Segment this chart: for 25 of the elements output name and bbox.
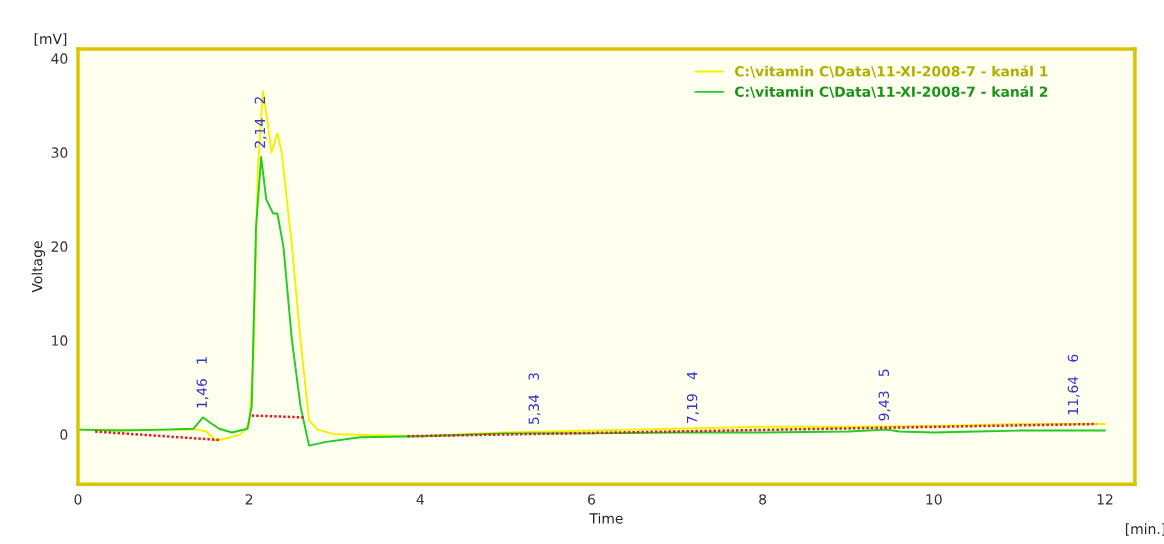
x-tick-label: 6: [588, 494, 596, 505]
text: [mV]: [34, 33, 67, 46]
annotation: 7,19 4: [686, 371, 699, 423]
annotation: 1,46 1: [196, 357, 209, 408]
y-axis-title: Voltage: [31, 241, 46, 293]
x-tick-label: 10: [926, 494, 942, 505]
y-tick-label: 10: [52, 335, 68, 346]
x-tick-label: 12: [1097, 494, 1113, 505]
annotation: 11,64 6: [1067, 354, 1080, 415]
x-tick-label: 2: [245, 494, 253, 505]
y-tick-label: 0: [60, 429, 68, 440]
x-tick-label: 4: [416, 494, 424, 505]
line-series: [77, 156, 1106, 447]
x-tick-label: 0: [74, 494, 82, 505]
x-axis-title: Time: [589, 512, 623, 524]
y-tick-label: 40: [51, 53, 68, 64]
x-tick-label: 8: [759, 494, 767, 505]
legend-label: C:\vitamin C\Data\11-XI-2008-7 - kanál 1: [735, 65, 1048, 78]
legend-label: C:\vitamin C\Data\11-XI-2008-7 - kanál 2: [735, 85, 1048, 99]
y-tick-label: 30: [51, 147, 68, 158]
annotation: 2,14 2: [254, 97, 267, 148]
text: [min.]: [1125, 523, 1164, 536]
annotation: 5,34 3: [528, 373, 541, 424]
y-tick-label: 20: [51, 241, 68, 252]
annotation: 9,43 5: [878, 369, 891, 421]
